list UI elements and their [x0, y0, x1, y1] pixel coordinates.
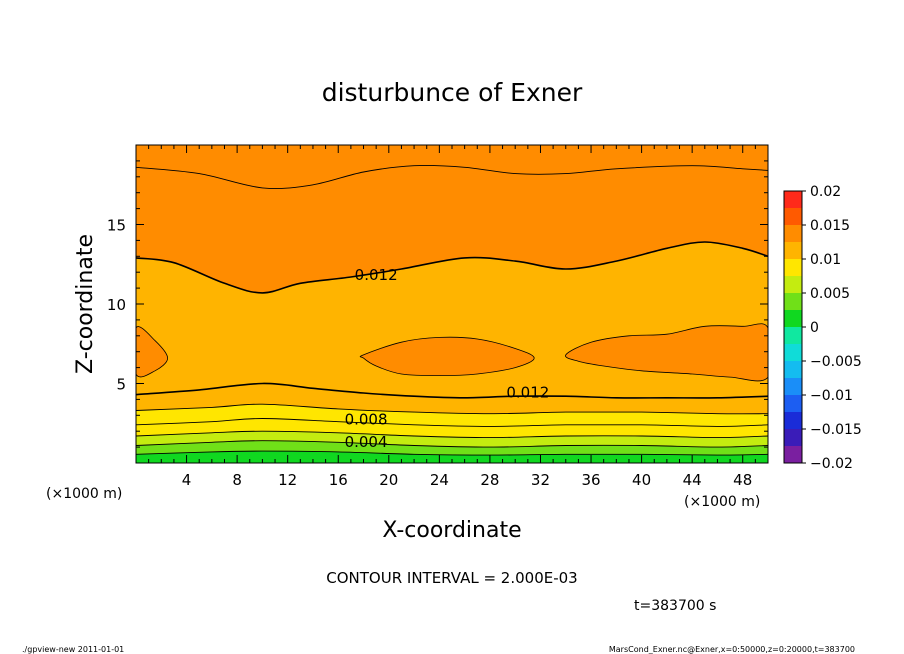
x-axis-ticks: 4 8 12 16 20 24 28 32 36 40 44 48: [148, 145, 756, 489]
plot-area: [136, 145, 768, 463]
x-tick-label: 36: [581, 471, 600, 489]
colorbar-swatch: [784, 344, 802, 361]
contour-line-0.008: [136, 418, 768, 427]
contour-fill-bands: [136, 145, 768, 463]
contour-line-0.012: [136, 382, 768, 399]
colorbar-swatch: [784, 378, 802, 395]
contour-label-2: 0.008: [345, 411, 388, 429]
colorbar-swatch: [784, 327, 802, 344]
colorbar-swatch: [784, 429, 802, 446]
colorbar-tick-label: 0.02: [810, 184, 841, 200]
contour-label-0: 0.012: [355, 266, 398, 284]
colorbar-swatch: [784, 191, 802, 208]
colorbar-tick-label: 0: [810, 320, 819, 336]
closed-contour-2: [565, 323, 768, 382]
contour-label-text: 0.004: [345, 433, 388, 451]
y-tick-label: 10: [107, 296, 126, 314]
colorbar-tick-label: −0.02: [810, 456, 853, 472]
contour-label-3: 0.004: [345, 433, 388, 451]
y-tick-label: 5: [116, 376, 126, 394]
footer-left: ./gpview-new 2011-01-01: [22, 645, 124, 654]
colorbar-swatch: [784, 293, 802, 310]
contour-interval-text: CONTOUR INTERVAL = 2.000E-03: [326, 569, 577, 587]
footer-right: MarsCond_Exner.nc@Exner,x=0:50000,z=0:20…: [609, 645, 855, 654]
contour-labels: 0.012 0.012 0.008 0.004: [345, 266, 550, 451]
x-tick-label: 44: [683, 471, 702, 489]
closed-contour-0: [136, 326, 169, 378]
colorbar-swatch: [784, 225, 802, 242]
x-tick-label: 8: [232, 471, 242, 489]
y-axis-label: Z-coordinate: [73, 234, 98, 374]
x-tick-label: 40: [632, 471, 651, 489]
colorbar-tick-label: 0.005: [810, 286, 850, 302]
contour-label-1: 0.012: [506, 384, 549, 402]
x-unit-right: (×1000 m): [684, 494, 760, 510]
x-tick-label: 12: [278, 471, 297, 489]
contour-label-text: 0.008: [345, 411, 388, 429]
colorbar-swatch: [784, 412, 802, 429]
colorbar-tick-label: 0.01: [810, 252, 841, 268]
x-tick-label: 28: [480, 471, 499, 489]
colorbar-swatch: [784, 259, 802, 276]
x-tick-label: 20: [379, 471, 398, 489]
x-unit-left: (×1000 m): [46, 486, 122, 502]
colorbar-tick-label: −0.01: [810, 388, 853, 404]
contour-line-0.01: [136, 403, 768, 415]
contour-label-text: 0.012: [506, 384, 549, 402]
colorbar-swatch: [784, 208, 802, 225]
contour-line-0.004: [136, 440, 768, 448]
contour-line-0.012: [136, 241, 768, 294]
contour-line-0.002: [136, 450, 768, 456]
y-axis-ticks: 5 10 15: [107, 160, 768, 448]
colorbar-swatch: [784, 395, 802, 412]
x-tick-label: 4: [182, 471, 192, 489]
time-text: t=383700 s: [634, 598, 716, 614]
y-tick-label: 15: [107, 217, 126, 235]
contour-line-0.014: [136, 164, 768, 190]
colorbar-tick-label: 0.015: [810, 218, 850, 234]
colorbar-swatch: [784, 242, 802, 259]
colorbar-swatch: [784, 276, 802, 293]
x-tick-label: 16: [329, 471, 348, 489]
x-tick-label: 48: [733, 471, 752, 489]
colorbar: 0.02 0.015 0.01 0.005 0 −0.005 −0.01 −0.015 −0.0…: [783, 184, 862, 472]
chart-title: disturbunce of Exner: [322, 78, 583, 107]
x-tick-label: 24: [430, 471, 449, 489]
x-tick-label: 32: [531, 471, 550, 489]
contour-line-0.006: [136, 430, 768, 439]
x-axis-label: X-coordinate: [382, 518, 521, 543]
closed-contour-1: [359, 336, 535, 377]
colorbar-swatch: [784, 446, 802, 463]
contour-label-text: 0.012: [355, 266, 398, 284]
colorbar-swatch: [784, 361, 802, 378]
contour-lines: [136, 164, 768, 456]
colorbar-swatch: [784, 310, 802, 327]
colorbar-tick-label: −0.005: [810, 354, 862, 370]
colorbar-tick-label: −0.015: [810, 422, 862, 438]
